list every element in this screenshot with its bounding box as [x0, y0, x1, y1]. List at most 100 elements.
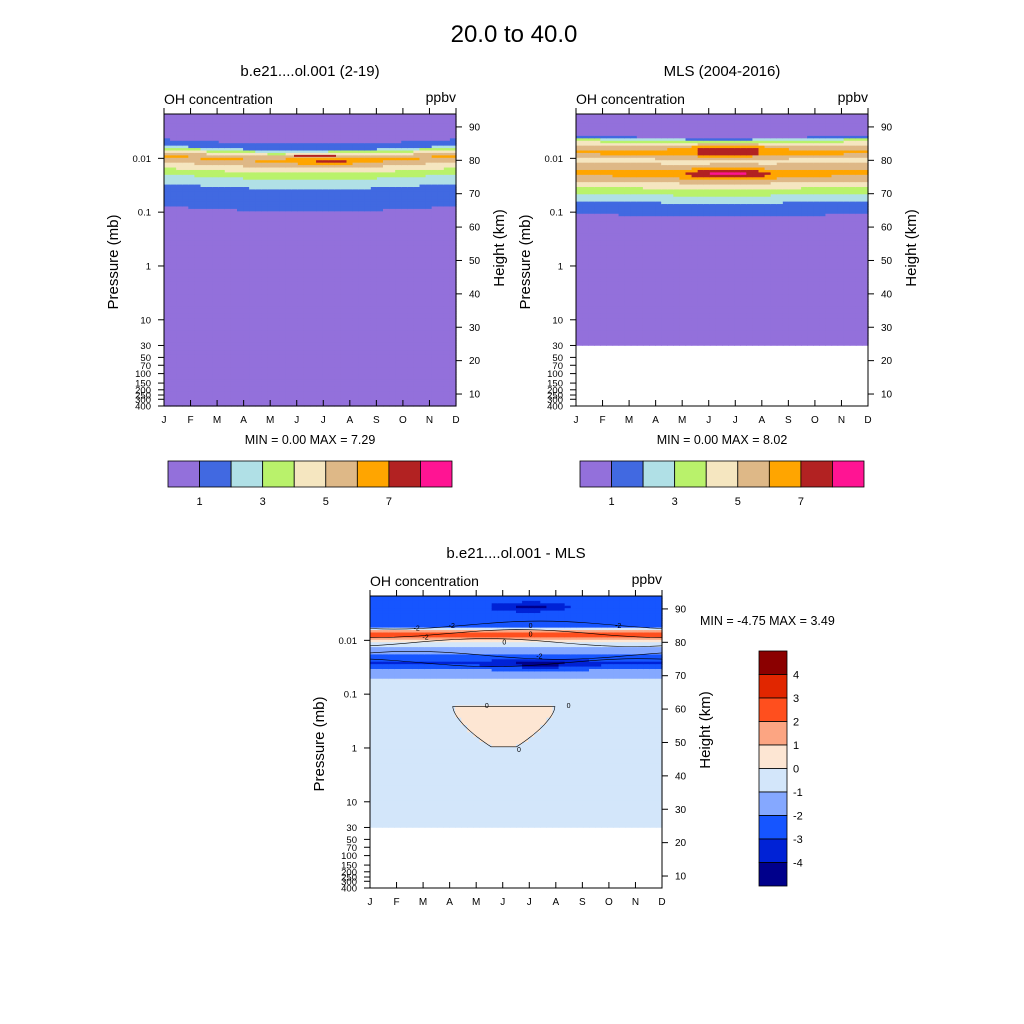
heat-cell [322, 162, 329, 166]
heat-cell [261, 257, 269, 261]
heat-cell [224, 116, 232, 120]
heat-cell [322, 381, 329, 385]
heat-cell [212, 267, 220, 271]
heat-cell [322, 182, 329, 186]
heat-cell [243, 391, 250, 395]
heat-cell [164, 189, 171, 193]
heat-cell [303, 191, 311, 195]
heat-cell [170, 262, 177, 266]
heat-cell [297, 114, 305, 118]
heat-cell [273, 277, 281, 281]
heat-cell [200, 264, 208, 268]
heat-cell [237, 352, 244, 356]
heat-cell [212, 393, 220, 397]
heat-cell [182, 269, 189, 273]
heat-cell [182, 182, 189, 186]
heat-cell [164, 291, 171, 295]
heat-cell [176, 401, 183, 405]
heat-cell [249, 199, 256, 203]
heat-cell [182, 201, 189, 205]
heat-cell [188, 211, 196, 215]
heat-cell [285, 396, 293, 400]
heat-cell [285, 260, 293, 264]
heat-cell [237, 160, 244, 164]
heat-cell [170, 330, 177, 334]
heat-cell [261, 264, 269, 268]
heat-cell [237, 126, 244, 130]
heat-cell [310, 264, 317, 268]
heat-cell [303, 177, 311, 181]
heat-cell [291, 350, 299, 354]
heat-cell [273, 206, 281, 210]
heat-cell [291, 330, 299, 334]
heat-cell [164, 174, 171, 178]
heat-cell [164, 264, 171, 268]
heat-cell [267, 150, 275, 154]
heat-cell [224, 335, 232, 339]
heat-cell [291, 371, 299, 375]
heat-cell [255, 211, 262, 215]
heat-cell [291, 362, 299, 366]
heat-cell [316, 177, 323, 181]
heat-cell [291, 121, 299, 125]
heat-cell [212, 138, 220, 142]
heat-cell [279, 228, 287, 232]
heat-cell [224, 245, 232, 249]
heat-cell [188, 386, 196, 390]
heat-cell [279, 242, 287, 246]
heat-cell [200, 199, 208, 203]
heat-cell [297, 362, 305, 366]
heat-cell [188, 187, 196, 191]
heat-cell [279, 315, 287, 319]
heat-cell [273, 252, 281, 256]
heat-cell [249, 267, 256, 271]
heat-cell [273, 247, 281, 251]
heat-cell [200, 255, 208, 259]
heat-cell [328, 165, 335, 169]
heat-cell [188, 267, 196, 271]
heat-cell [212, 133, 220, 137]
heat-cell [285, 235, 293, 239]
heat-cell [194, 128, 202, 132]
heat-cell [255, 143, 262, 147]
heat-cell [285, 182, 293, 186]
heat-cell [218, 225, 226, 229]
heat-cell [291, 174, 299, 178]
heat-cell [188, 311, 196, 315]
heat-cell [316, 150, 323, 154]
heat-cell [255, 223, 262, 227]
heat-cell [243, 252, 250, 256]
heat-cell [176, 296, 183, 300]
heat-cell [249, 206, 256, 210]
heat-cell [316, 374, 323, 378]
heat-cell [212, 179, 220, 183]
heat-cell [297, 301, 305, 305]
heat-cell [267, 277, 275, 281]
heat-cell [206, 277, 214, 281]
heat-cell [212, 257, 220, 261]
heat-cell [212, 264, 220, 268]
heat-cell [206, 264, 214, 268]
heat-cell [285, 179, 293, 183]
heat-cell [212, 160, 220, 164]
heat-cell [249, 131, 256, 135]
heat-cell [170, 191, 177, 195]
heat-cell [297, 357, 305, 361]
heat-cell [230, 313, 238, 317]
heat-cell [218, 150, 226, 154]
heat-cell [279, 272, 287, 276]
heat-cell [176, 208, 183, 212]
heat-cell [164, 281, 171, 285]
heat-cell [206, 262, 214, 266]
heat-cell [261, 388, 269, 392]
heat-cell [249, 194, 256, 198]
heat-cell [218, 301, 226, 305]
heat-cell [170, 318, 177, 322]
heat-cell [291, 376, 299, 380]
heat-cell [291, 250, 299, 254]
heat-cell [224, 165, 232, 169]
heat-cell [255, 274, 262, 278]
heat-cell [261, 167, 269, 171]
heat-cell [188, 257, 196, 261]
heat-cell [279, 379, 287, 383]
